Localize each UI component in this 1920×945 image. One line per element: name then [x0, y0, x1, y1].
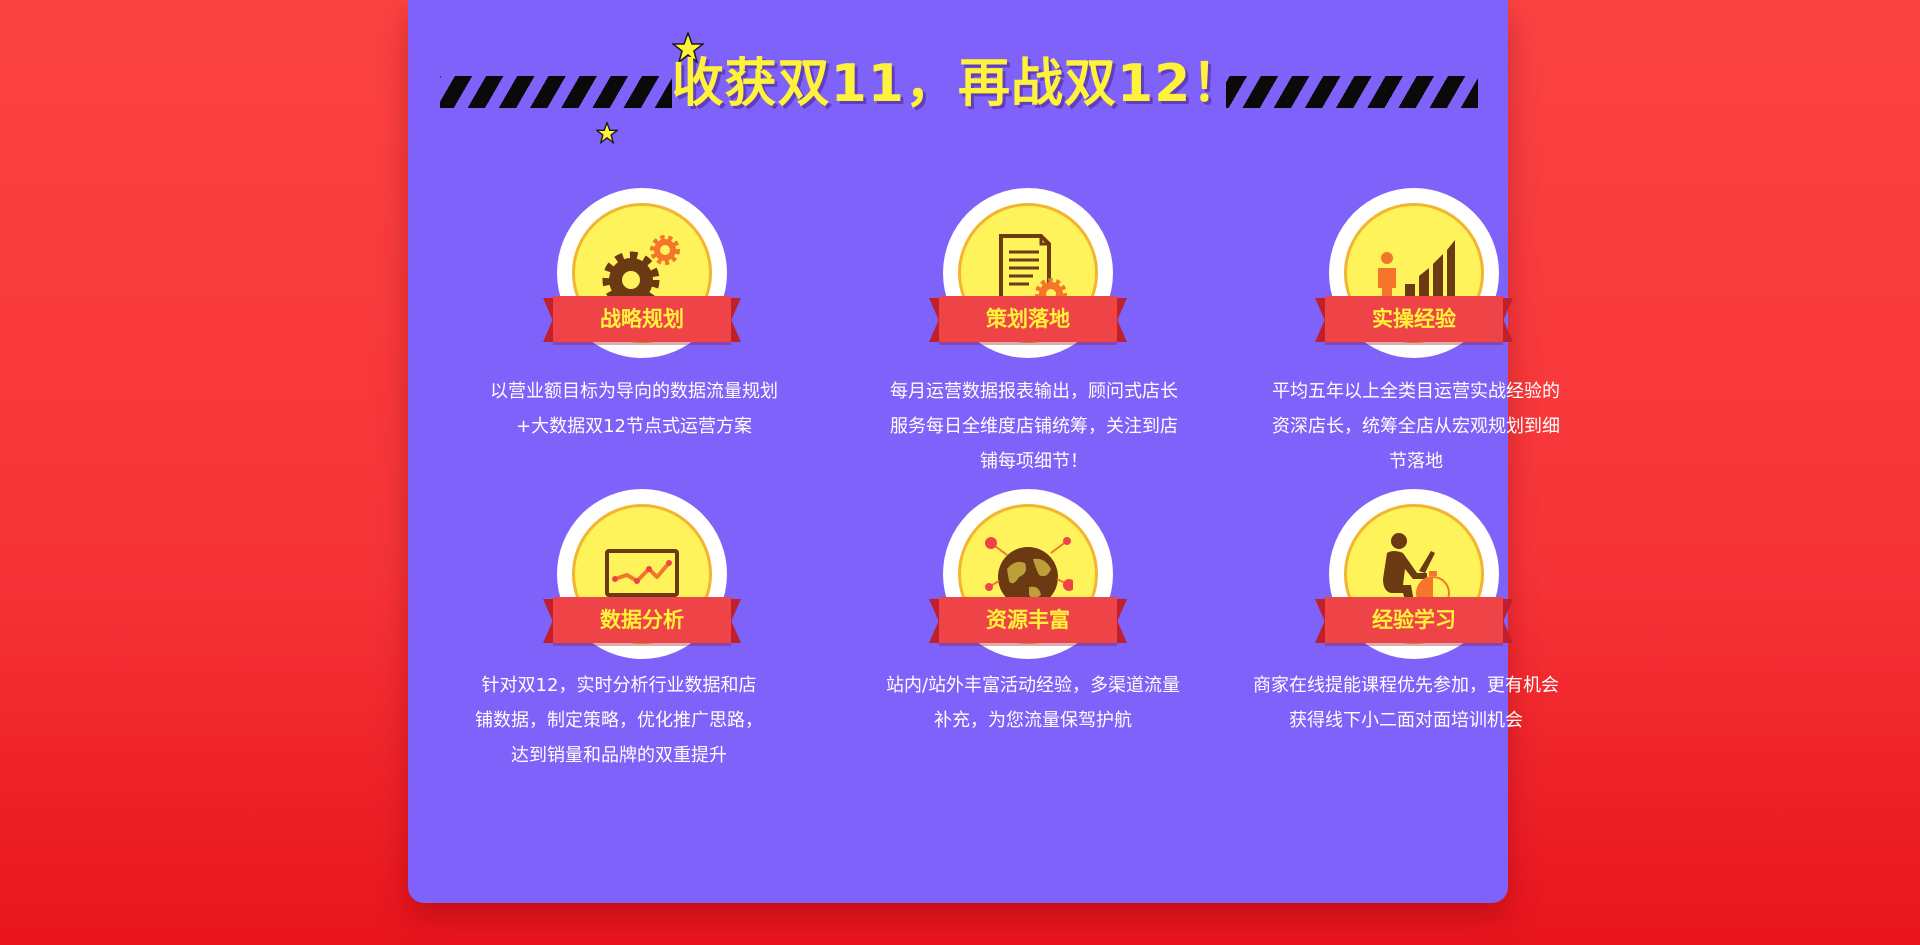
hazard-stripes-right — [1226, 76, 1478, 108]
ribbon: 策划落地 — [929, 296, 1127, 352]
headline: 收获双11，再战双12！ — [671, 54, 1245, 114]
globe-network-icon — [985, 537, 1073, 607]
feature-title: 数据分析 — [553, 597, 731, 643]
feature-description: 针对双12，实时分析行业数据和店铺数据，制定策略，优化推广思路，达到销量和品牌的… — [475, 675, 763, 766]
small-star-icon — [596, 122, 618, 144]
growth-chart-icon — [1378, 240, 1455, 304]
ribbon: 数据分析 — [543, 597, 741, 653]
hazard-stripes-left — [440, 76, 672, 108]
ribbon: 经验学习 — [1315, 597, 1513, 653]
feature-title: 策划落地 — [939, 296, 1117, 342]
feature-title: 经验学习 — [1325, 597, 1503, 643]
feature-title: 战略规划 — [553, 296, 731, 342]
feature-description: 平均五年以上全类目运营实战经验的资深店长，统筹全店从宏观规划到细节落地 — [1272, 381, 1560, 472]
feature-description: 每月运营数据报表输出，顾问式店长服务每日全维度店铺统筹，关注到店铺每项细节！ — [890, 381, 1178, 472]
document-gear-icon — [999, 234, 1067, 310]
star-icon — [672, 32, 704, 64]
ribbon: 资源丰富 — [929, 597, 1127, 653]
feature-title: 实操经验 — [1325, 296, 1503, 342]
ribbon: 战略规划 — [543, 296, 741, 352]
feature-description: 站内/站外丰富活动经验，多渠道流量补充，为您流量保驾护航 — [885, 675, 1181, 731]
feature-title: 资源丰富 — [939, 597, 1117, 643]
gears-icon — [602, 235, 680, 309]
ribbon: 实操经验 — [1315, 296, 1513, 352]
promo-panel: 收获双11，再战双12！ — [408, 0, 1560, 903]
feature-description: 以营业额目标为导向的数据流量规划+大数据双12节点式运营方案 — [490, 381, 778, 437]
feature-description: 商家在线提能课程优先参加，更有机会获得线下小二面对面培训机会 — [1253, 675, 1559, 731]
